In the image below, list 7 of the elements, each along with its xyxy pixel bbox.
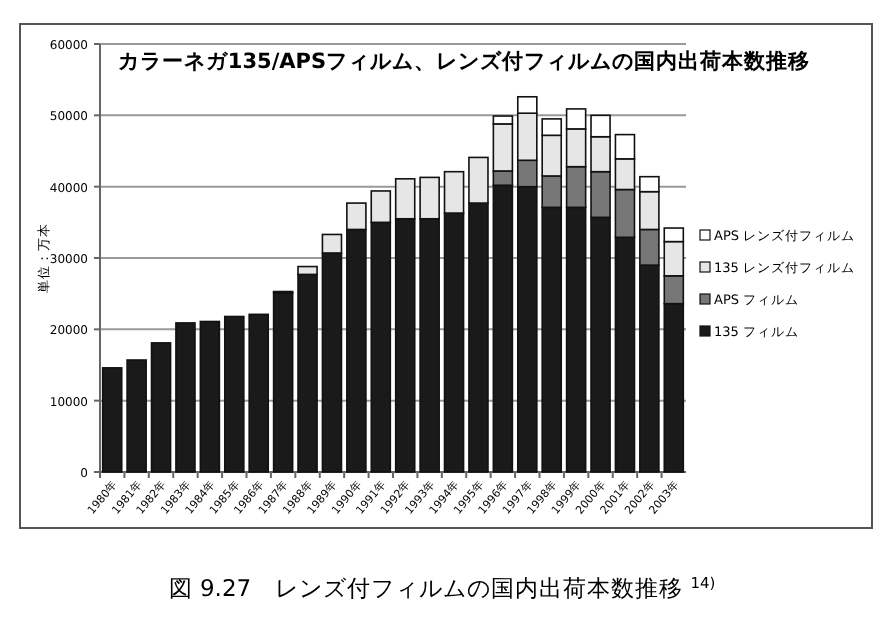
- bar: [199, 320, 221, 473]
- chart-title: カラーネガ135/APSフィルム、レンズ付フィルムの国内出荷本数推移: [117, 48, 811, 74]
- bar: [175, 322, 196, 473]
- caption: 図 9.27 レンズ付フィルムの国内出荷本数推移 $^{14)}$: [168, 573, 716, 602]
- bar: [150, 342, 172, 473]
- bar: [272, 292, 294, 473]
- bar: [297, 273, 318, 473]
